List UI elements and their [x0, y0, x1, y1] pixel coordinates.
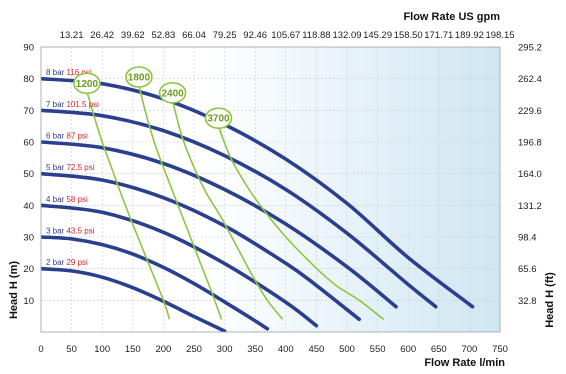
plot-background [41, 47, 500, 332]
x-top-tick-label: 66.04 [182, 30, 206, 41]
x-top-tick-label: 132.09 [332, 30, 361, 41]
x-tick-label: 150 [125, 344, 141, 355]
y-right-tick-label: 295.2 [518, 43, 542, 54]
x-tick-label: 350 [247, 344, 263, 355]
x-axis-title-bottom: Flow Rate l/min [424, 357, 505, 369]
speed-badge [125, 66, 153, 88]
curve-label: 5 bar 72.5 psi [46, 163, 95, 172]
x-tick-label: 450 [308, 344, 324, 355]
speed-badge [73, 72, 101, 95]
x-top-tick-label: 26.42 [90, 30, 114, 41]
speed-label: 3700 [207, 114, 230, 125]
tick-labels: 0 50 100 150 200 250 300 350 400 450 500 550 600 650 7… [23, 30, 541, 355]
speed-line [86, 91, 171, 320]
x-tick-label: 200 [155, 344, 171, 355]
y-right-tick-label: 196.8 [518, 138, 542, 149]
y-right-tick-label: 229.6 [518, 106, 542, 117]
x-tick-label: 700 [461, 344, 477, 355]
y-tick-label: 40 [23, 201, 34, 212]
pressure-curve [41, 171, 361, 322]
x-top-tick-label: 105.67 [271, 30, 300, 41]
y-right-tick-label: 32.8 [518, 296, 537, 307]
x-top-tick-label: 189.92 [455, 30, 484, 41]
x-tick-label: 0 [38, 344, 43, 355]
x-tick-label: 300 [217, 344, 233, 355]
x-axis-title-top: Flow Rate US gpm [403, 11, 500, 23]
speed-label: 2400 [161, 88, 184, 99]
speed-badge [204, 107, 233, 129]
curve-label: 7 bar 101.5 psi [46, 100, 99, 109]
x-top-tick-label: 158.50 [394, 30, 423, 41]
curve-label: 8 bar 116 psi [46, 68, 92, 77]
x-tick-label: 600 [400, 344, 416, 355]
y-tick-label: 10 [23, 296, 34, 307]
plot-frame [40, 46, 501, 333]
speed-line [171, 100, 284, 320]
y-right-tick-label: 262.4 [518, 74, 542, 85]
y-tick-label: 50 [23, 169, 34, 180]
speed-label: 1200 [76, 79, 99, 90]
y-tick-label: 20 [23, 264, 34, 275]
grid [41, 47, 500, 332]
x-tick-label: 500 [339, 344, 355, 355]
curve-label: 4 bar 58 psi [46, 195, 88, 204]
speed-label: 1800 [128, 73, 151, 84]
pressure-curve [41, 108, 438, 309]
y-tick-label: 30 [23, 233, 34, 244]
curve-labels: 2 bar 29 psi 3 bar 43.5 psi 4 bar 58 psi 5 … [46, 68, 99, 267]
x-top-tick-label: 52.83 [152, 30, 176, 41]
x-top-tick-label: 39.62 [121, 30, 145, 41]
y-right-tick-label: 98.4 [518, 233, 537, 244]
curve-label: 2 bar 29 psi [46, 258, 88, 267]
x-tick-label: 750 [492, 344, 508, 355]
curve-label: 6 bar 87 psi [46, 132, 88, 141]
x-tick-label: 650 [431, 344, 447, 355]
y-right-tick-label: 131.2 [518, 201, 542, 212]
x-tick-label: 100 [94, 344, 110, 355]
x-top-tick-label: 198.15 [485, 30, 514, 41]
x-top-tick-label: 13.21 [60, 30, 84, 41]
y-tick-label: 80 [23, 74, 34, 85]
y-tick-label: 70 [23, 106, 34, 117]
speed-badge [158, 82, 187, 104]
y-right-tick-label: 164.0 [518, 169, 542, 180]
x-top-tick-label: 145.29 [363, 30, 392, 41]
speed-labels: 1200 1800 2400 3700 [73, 66, 233, 129]
x-tick-label: 400 [278, 344, 294, 355]
y-tick-label: 90 [23, 43, 34, 54]
pressure-curve [41, 76, 475, 309]
x-top-tick-label: 92.46 [243, 30, 267, 41]
pressure-curve [41, 235, 270, 331]
y-axis-title-left: Head H (m) [8, 261, 20, 319]
x-tick-label: 550 [370, 344, 386, 355]
pressure-curve [41, 140, 398, 309]
x-top-tick-label: 118.88 [302, 30, 330, 41]
curve-label: 3 bar 43.5 psi [46, 227, 95, 236]
x-top-tick-label: 79.25 [213, 30, 237, 41]
y-tick-label: 60 [23, 138, 34, 149]
speed-line [138, 84, 223, 320]
x-tick-label: 250 [186, 344, 202, 355]
x-top-tick-label: 171.71 [424, 30, 453, 41]
y-right-tick-label: 65.6 [518, 264, 537, 275]
pressure-curve [41, 266, 227, 332]
x-tick-label: 50 [66, 344, 77, 355]
y-axis-title-right: Head H (ft) [544, 272, 556, 328]
speed-lines [86, 84, 385, 320]
speed-line [217, 125, 385, 320]
